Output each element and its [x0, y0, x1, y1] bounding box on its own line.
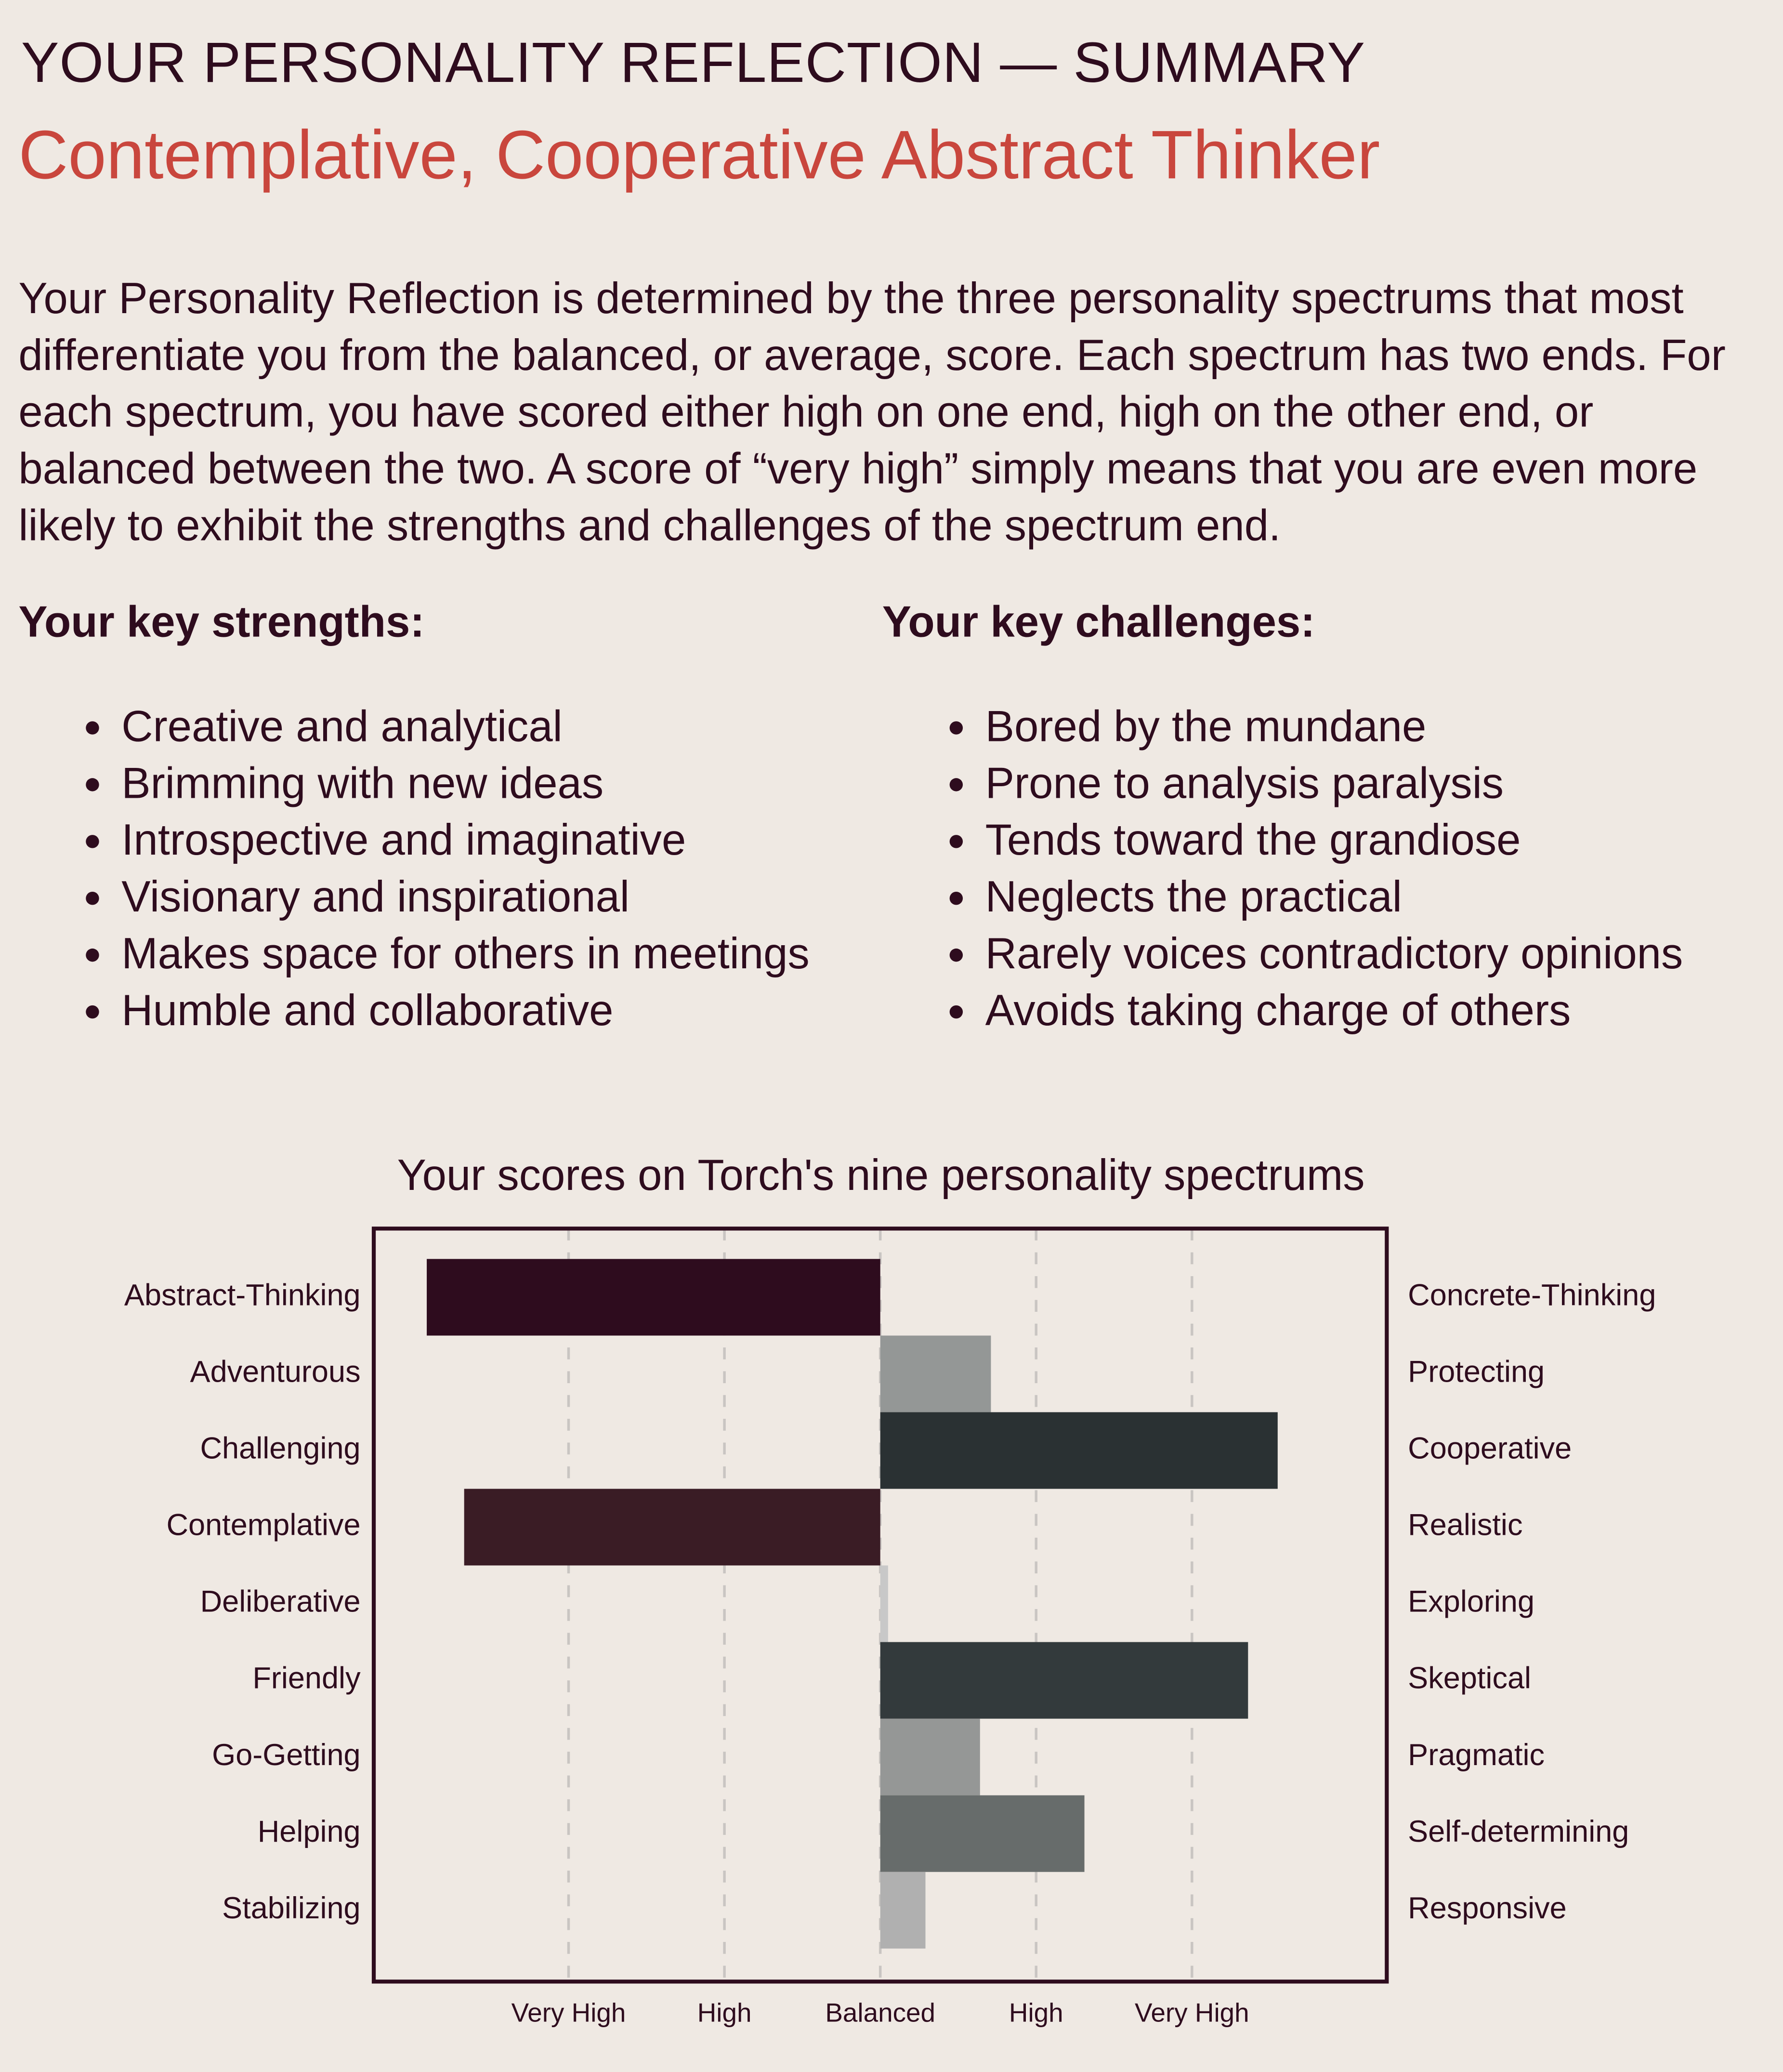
right-label: Exploring	[1408, 1585, 1534, 1619]
strengths-list: Creative and analyticalBrimming with new…	[18, 698, 890, 1038]
left-label: Helping	[258, 1815, 361, 1848]
page-title: YOUR PERSONALITY REFLECTION — SUMMARY	[21, 31, 1365, 95]
left-label: Stabilizing	[222, 1891, 360, 1925]
bar	[427, 1259, 880, 1336]
list-item: Visionary and inspirational	[121, 868, 890, 925]
challenges-section: Your key challenges: Bored by the mundan…	[882, 597, 1754, 1038]
right-label: Responsive	[1408, 1891, 1567, 1925]
list-item: Bored by the mundane	[985, 698, 1754, 754]
page-subtitle: Contemplative, Cooperative Abstract Thin…	[18, 118, 1380, 195]
bar	[880, 1872, 926, 1949]
x-tick-label: Balanced	[825, 1997, 935, 2027]
left-label: Friendly	[252, 1662, 361, 1695]
list-item: Brimming with new ideas	[121, 754, 890, 811]
challenges-list: Bored by the mundaneProne to analysis pa…	[882, 698, 1754, 1038]
bar	[880, 1718, 980, 1795]
section-heading: Your key challenges:	[882, 597, 1315, 646]
intro-paragraph: Your Personality Reflection is determine…	[18, 273, 1726, 550]
right-label: Cooperative	[1408, 1432, 1572, 1465]
list-item: Rarely voices contradictory opinions	[985, 925, 1754, 982]
left-label: Deliberative	[200, 1585, 361, 1619]
x-tick-label: Very High	[511, 1997, 626, 2027]
bar	[880, 1642, 1248, 1719]
x-tick-label: High	[1009, 1997, 1063, 2027]
strengths-section: Your key strengths: Creative and analyti…	[18, 597, 890, 1038]
list-item: Prone to analysis paralysis	[985, 754, 1754, 811]
bar	[880, 1565, 888, 1642]
right-label: Protecting	[1408, 1355, 1545, 1389]
bar	[880, 1412, 1278, 1489]
left-label: Adventurous	[190, 1355, 361, 1389]
plot-frame	[371, 1227, 1389, 1984]
list-item: Creative and analytical	[121, 698, 890, 754]
section-heading: Your key strengths:	[18, 597, 425, 646]
right-label: Self-determining	[1408, 1815, 1629, 1848]
right-label: Realistic	[1408, 1508, 1522, 1542]
list-item: Introspective and imaginative	[121, 811, 890, 868]
bar	[464, 1489, 880, 1566]
list-item: Humble and collaborative	[121, 981, 890, 1038]
right-label: Pragmatic	[1408, 1738, 1545, 1772]
right-label: Concrete-Thinking	[1408, 1278, 1656, 1312]
left-label: Contemplative	[167, 1508, 361, 1542]
list-item: Makes space for others in meetings	[121, 925, 890, 982]
list-item: Avoids taking charge of others	[985, 981, 1754, 1038]
list-item: Tends toward the grandiose	[985, 811, 1754, 868]
left-label: Go-Getting	[212, 1738, 360, 1772]
x-tick-label: Very High	[1135, 1997, 1249, 2027]
list-item: Neglects the practical	[985, 868, 1754, 925]
bar	[880, 1795, 1085, 1872]
bar	[880, 1335, 991, 1412]
left-label: Challenging	[200, 1432, 361, 1465]
right-label: Skeptical	[1408, 1662, 1531, 1695]
x-tick-label: High	[697, 1997, 752, 2027]
chart-title: Your scores on Torch's nine personality …	[397, 1151, 1365, 1200]
left-label: Abstract-Thinking	[124, 1278, 361, 1312]
